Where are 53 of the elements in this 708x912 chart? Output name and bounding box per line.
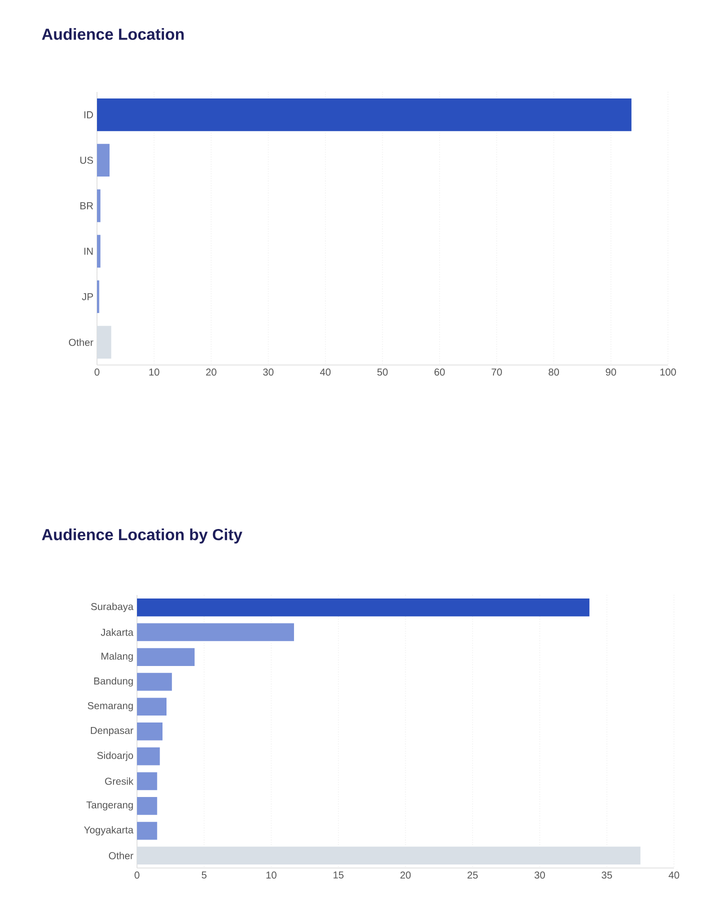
y-tick-label: Surabaya [91, 602, 134, 612]
x-tick-label: 40 [668, 872, 680, 879]
x-tick-label: 10 [266, 872, 276, 879]
y-tick-label: Sidoarjo [97, 752, 134, 761]
bar [137, 722, 163, 740]
x-tick-label: 50 [377, 368, 388, 376]
x-tick-label: 90 [606, 368, 616, 376]
y-tick-label: Tangerang [86, 801, 133, 810]
bar [137, 623, 294, 642]
x-tick-label: 25 [468, 872, 478, 879]
bar [97, 98, 632, 132]
x-tick-label: 30 [263, 368, 274, 376]
bar [137, 797, 158, 815]
chart-title: Audience Location [42, 28, 184, 40]
bar [137, 648, 195, 666]
y-tick-label: Gresik [105, 777, 134, 785]
y-tick-label: Bandung [94, 677, 133, 687]
y-tick-label: ID [84, 111, 93, 118]
bar [97, 144, 110, 177]
x-tick-label: 35 [602, 872, 612, 879]
x-tick-label: 0 [94, 368, 100, 376]
bar [137, 822, 158, 840]
x-tick-label: 5 [202, 872, 206, 879]
y-tick-label: US [80, 156, 94, 164]
y-tick-label: BR [80, 202, 94, 210]
x-tick-label: 100 [660, 368, 676, 376]
x-tick-label: 40 [320, 368, 331, 376]
x-tick-label: 0 [134, 872, 140, 879]
x-tick-label: 15 [334, 872, 344, 879]
x-tick-label: 10 [149, 368, 160, 376]
y-tick-label: Semarang [88, 702, 133, 712]
bar [137, 672, 172, 691]
x-tick-label: 80 [548, 368, 559, 376]
y-tick-label: Denpasar [90, 727, 134, 736]
x-tick-label: 70 [492, 368, 502, 376]
chart-title: Audience Location by City [42, 528, 242, 544]
x-tick-label: 20 [400, 872, 411, 879]
bar [137, 598, 590, 616]
y-tick-label: Other [68, 338, 94, 346]
y-tick-label: JP [82, 293, 93, 300]
y-tick-label: Jakarta [100, 628, 134, 636]
x-tick-label: 30 [534, 872, 545, 879]
y-tick-label: Malang [101, 652, 133, 662]
bar [97, 234, 100, 268]
y-tick-label: Other [108, 852, 134, 860]
x-tick-label: 20 [206, 368, 216, 376]
bar [97, 189, 100, 222]
bar [137, 747, 160, 766]
x-tick-label: 60 [434, 368, 445, 376]
y-tick-label: Yogyakarta [84, 826, 134, 836]
bar [137, 698, 167, 716]
y-tick-label: IN [84, 248, 93, 255]
bar [137, 772, 158, 790]
